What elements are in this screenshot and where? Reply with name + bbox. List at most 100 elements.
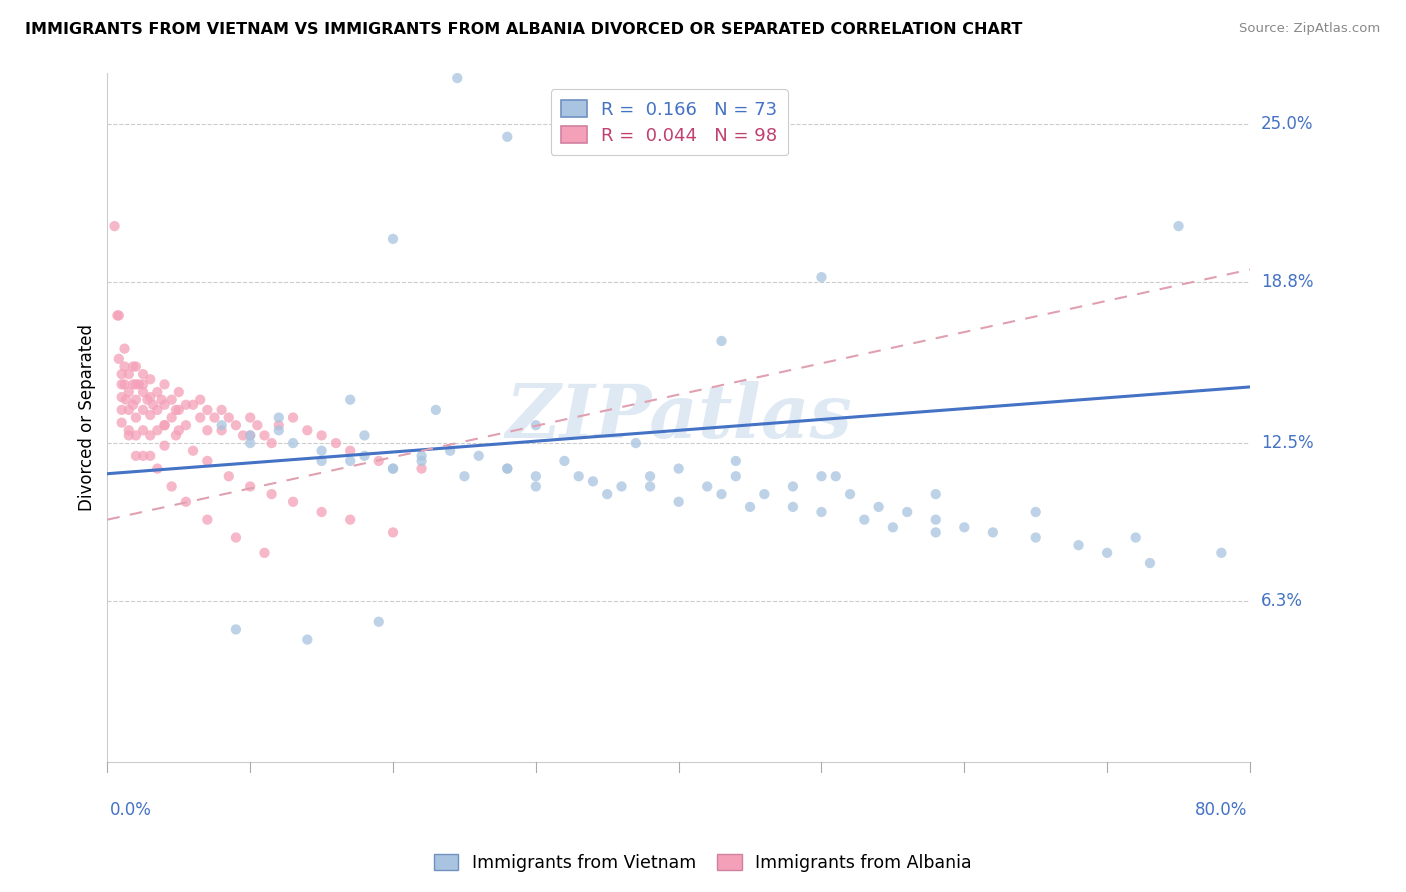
Point <box>710 487 733 501</box>
Point <box>782 500 804 514</box>
Point <box>107 351 129 366</box>
Point <box>1025 505 1047 519</box>
Point <box>724 454 747 468</box>
Point <box>167 403 190 417</box>
Point <box>810 469 832 483</box>
Point <box>425 403 447 417</box>
Point <box>1095 546 1118 560</box>
Point <box>167 384 190 399</box>
Point <box>118 367 141 381</box>
Point <box>496 129 519 144</box>
Point <box>311 443 333 458</box>
Point <box>839 487 862 501</box>
Point <box>211 418 233 433</box>
Point <box>139 372 162 386</box>
Point <box>925 525 948 540</box>
Point <box>411 449 433 463</box>
Point <box>568 469 591 483</box>
Point <box>188 410 211 425</box>
Point <box>111 377 134 392</box>
Point <box>868 500 890 514</box>
Point <box>382 525 405 540</box>
Point <box>195 423 218 437</box>
Point <box>246 418 269 433</box>
Point <box>281 410 304 425</box>
Point <box>153 398 176 412</box>
Point <box>382 461 405 475</box>
Point <box>132 449 155 463</box>
Text: ZIPatlas: ZIPatlas <box>505 381 852 454</box>
Point <box>174 495 197 509</box>
Point <box>439 443 461 458</box>
Point <box>125 410 148 425</box>
Point <box>118 428 141 442</box>
Point <box>225 531 247 545</box>
Point <box>496 461 519 475</box>
Point <box>596 487 619 501</box>
Point <box>267 423 290 437</box>
Point <box>896 505 918 519</box>
Point <box>142 398 165 412</box>
Point <box>132 423 155 437</box>
Point <box>782 479 804 493</box>
Legend: Immigrants from Vietnam, Immigrants from Albania: Immigrants from Vietnam, Immigrants from… <box>427 847 979 879</box>
Point <box>125 359 148 374</box>
Point <box>496 461 519 475</box>
Point <box>239 410 262 425</box>
Point <box>925 513 948 527</box>
Point <box>118 384 141 399</box>
Legend: R =  0.166   N = 73, R =  0.044   N = 98: R = 0.166 N = 73, R = 0.044 N = 98 <box>551 89 789 155</box>
Point <box>382 232 405 246</box>
Point <box>211 423 233 437</box>
Point <box>160 410 183 425</box>
Point <box>668 495 690 509</box>
Point <box>339 513 361 527</box>
Point <box>125 428 148 442</box>
Point <box>1167 219 1189 234</box>
Point <box>853 513 876 527</box>
Point <box>882 520 904 534</box>
Point <box>810 505 832 519</box>
Point <box>146 461 169 475</box>
Point <box>553 454 575 468</box>
Point <box>260 436 283 450</box>
Point <box>195 513 218 527</box>
Point <box>981 525 1004 540</box>
Point <box>111 403 134 417</box>
Point <box>696 479 718 493</box>
Point <box>111 367 134 381</box>
Point <box>624 436 647 450</box>
Point <box>232 428 254 442</box>
Point <box>668 461 690 475</box>
Point <box>1125 531 1147 545</box>
Point <box>114 342 136 356</box>
Point <box>174 398 197 412</box>
Point <box>195 454 218 468</box>
Point <box>925 487 948 501</box>
Point <box>524 469 547 483</box>
Point <box>367 615 389 629</box>
Point <box>128 377 150 392</box>
Point <box>139 449 162 463</box>
Point <box>146 423 169 437</box>
Point <box>132 367 155 381</box>
Point <box>1025 531 1047 545</box>
Point <box>107 309 129 323</box>
Point <box>165 403 187 417</box>
Point <box>239 436 262 450</box>
Point <box>146 403 169 417</box>
Point <box>253 428 276 442</box>
Point <box>225 623 247 637</box>
Point <box>103 219 125 234</box>
Point <box>353 428 375 442</box>
Point <box>953 520 976 534</box>
Point <box>111 416 134 430</box>
Text: 12.5%: 12.5% <box>1261 434 1313 452</box>
Point <box>453 469 475 483</box>
Point <box>467 449 489 463</box>
Point <box>153 377 176 392</box>
Point <box>160 479 183 493</box>
Point <box>810 270 832 285</box>
Point <box>139 408 162 422</box>
Point <box>738 500 761 514</box>
